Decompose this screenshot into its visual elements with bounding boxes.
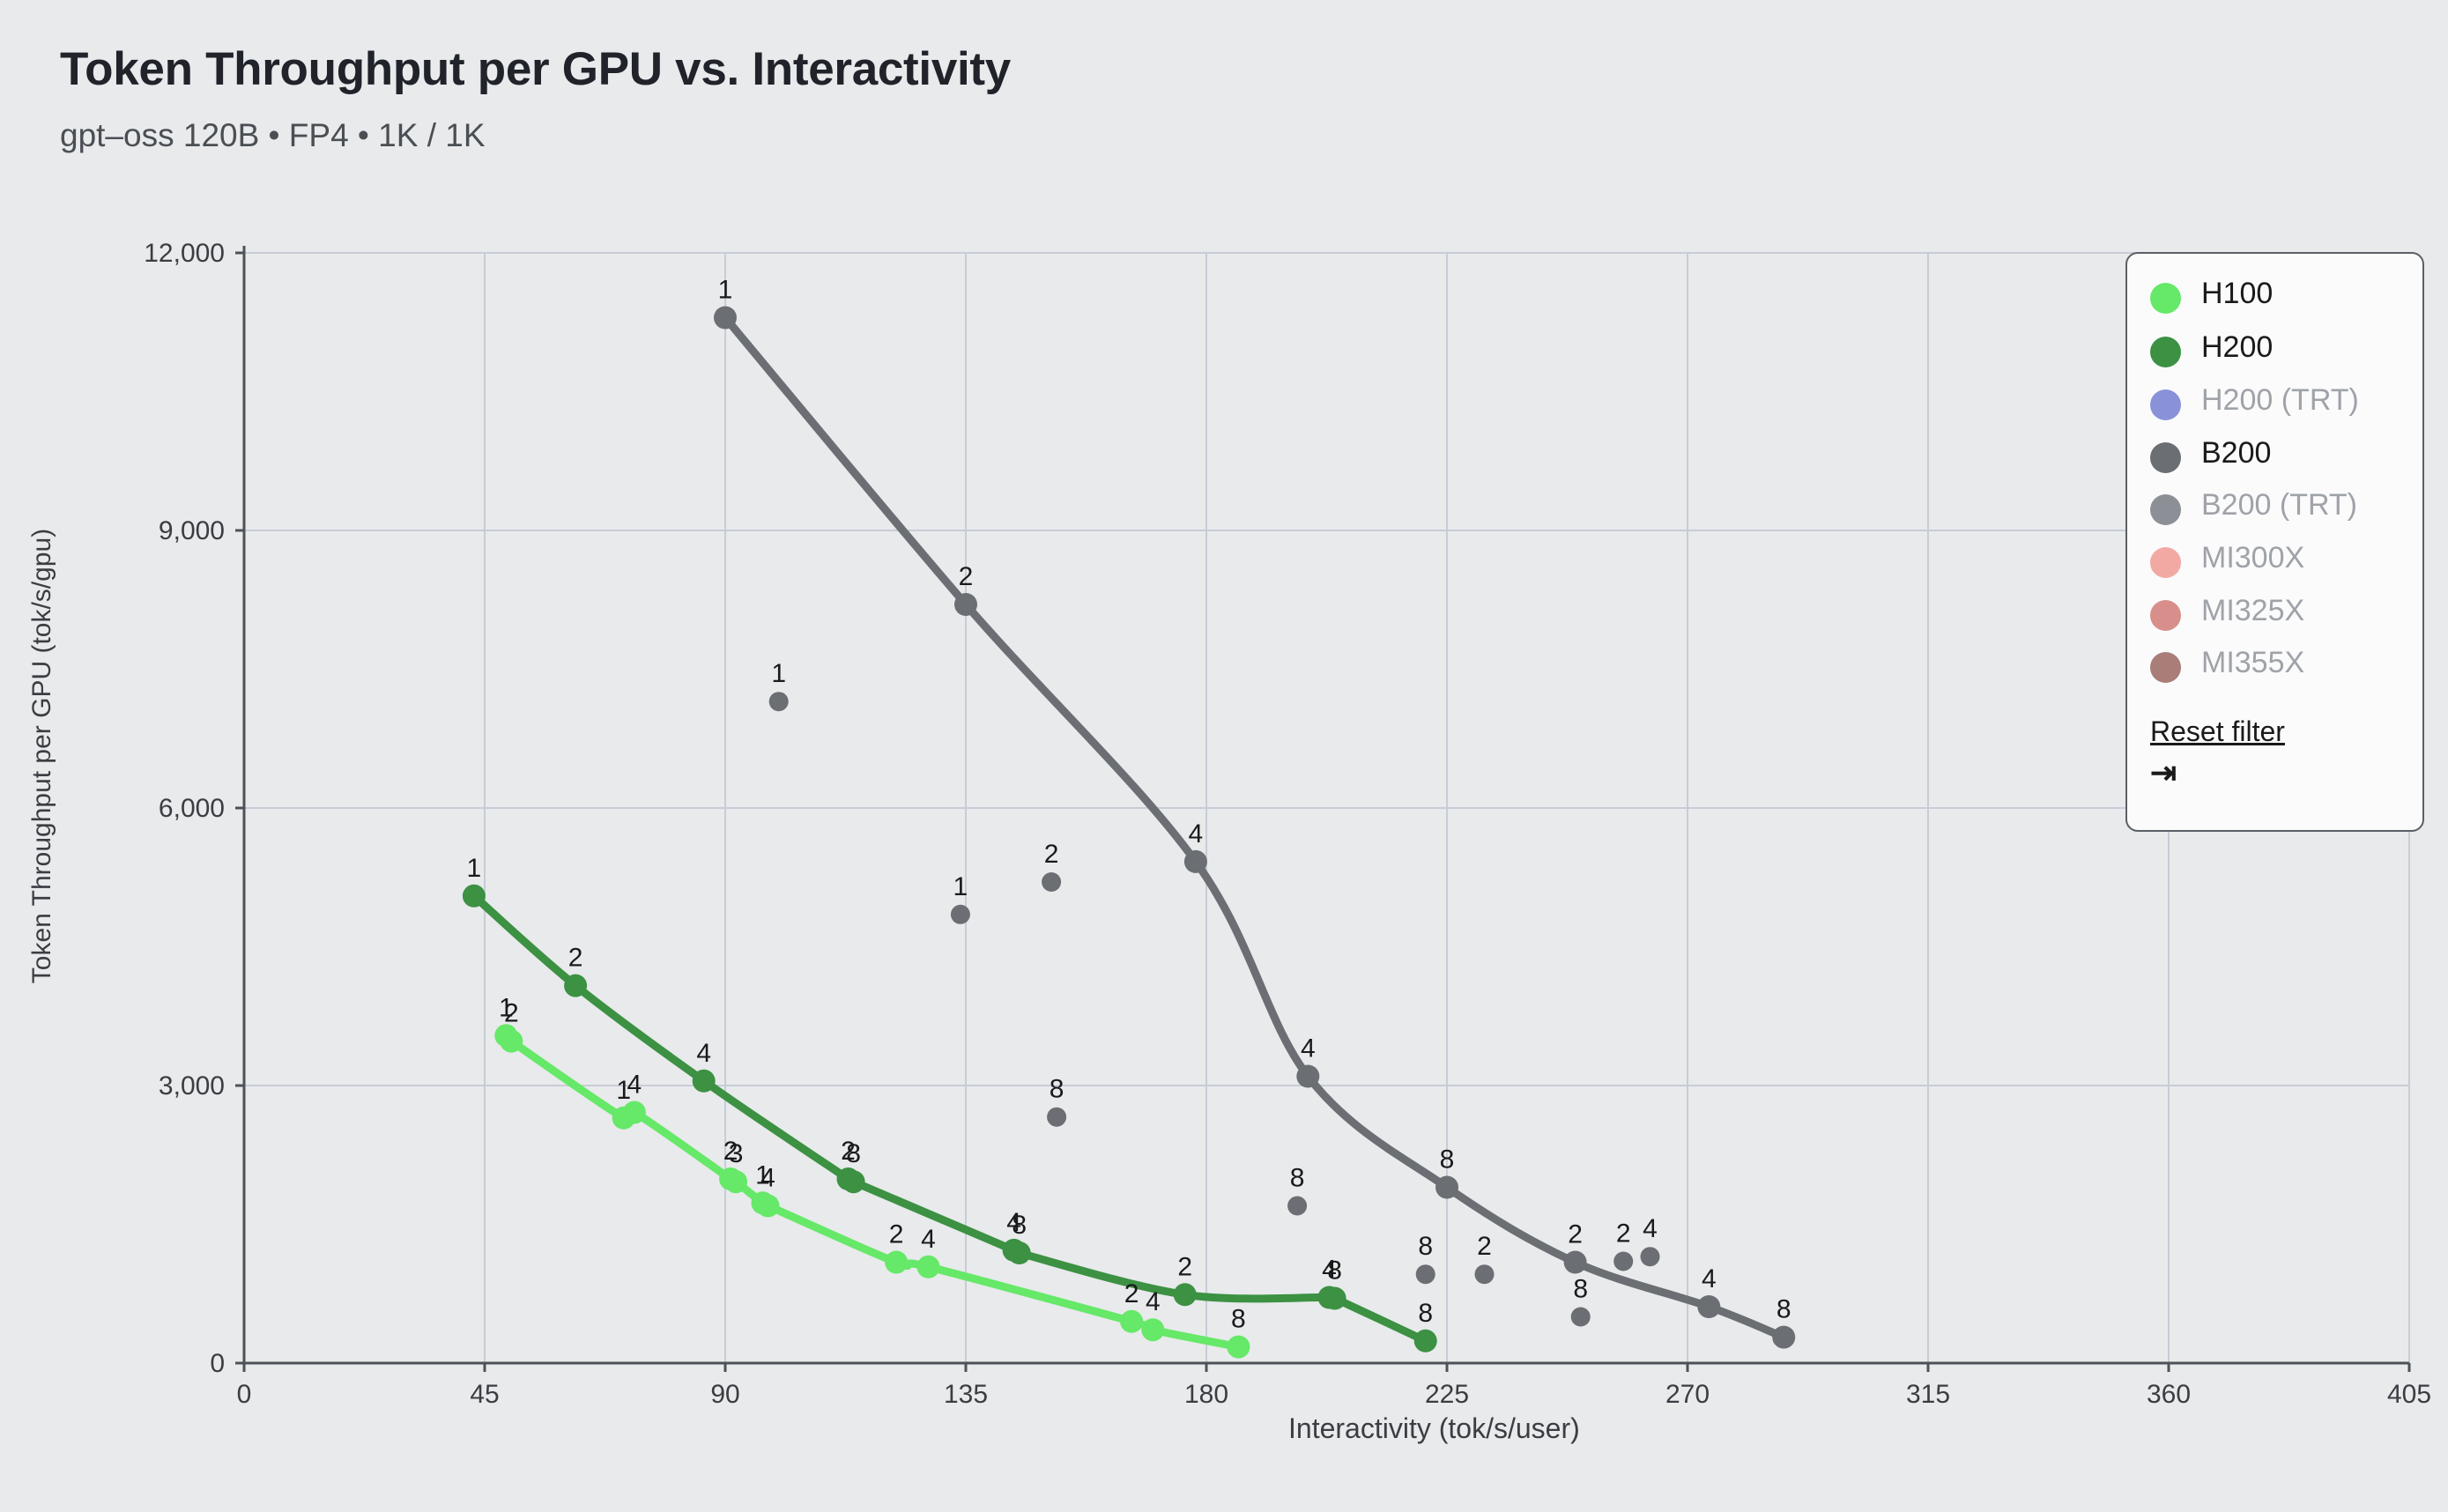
svg-text:315: 315: [1906, 1380, 1950, 1409]
svg-text:4: 4: [921, 1225, 936, 1254]
svg-text:1: 1: [953, 872, 968, 901]
svg-text:8: 8: [1440, 1145, 1455, 1175]
svg-text:135: 135: [944, 1380, 988, 1409]
svg-text:2: 2: [1044, 840, 1059, 869]
svg-text:2: 2: [959, 562, 974, 591]
svg-text:9,000: 9,000: [159, 516, 225, 545]
svg-text:8: 8: [1012, 1211, 1027, 1240]
svg-text:4: 4: [1643, 1214, 1658, 1243]
svg-text:270: 270: [1665, 1380, 1710, 1409]
svg-text:4: 4: [1702, 1264, 1717, 1293]
svg-text:3,000: 3,000: [159, 1071, 225, 1101]
svg-text:12,000: 12,000: [144, 239, 225, 268]
svg-text:8: 8: [1777, 1295, 1791, 1324]
svg-text:360: 360: [2147, 1380, 2191, 1409]
svg-text:2: 2: [1177, 1252, 1192, 1281]
svg-text:8: 8: [1231, 1305, 1246, 1334]
svg-text:2: 2: [1124, 1279, 1139, 1308]
svg-text:2: 2: [568, 944, 583, 973]
svg-text:45: 45: [470, 1380, 499, 1409]
svg-text:8: 8: [1418, 1232, 1433, 1261]
svg-text:8: 8: [1327, 1256, 1342, 1286]
svg-text:8: 8: [1573, 1275, 1588, 1304]
svg-text:90: 90: [710, 1380, 739, 1409]
svg-text:2: 2: [1477, 1232, 1492, 1261]
svg-text:2: 2: [504, 999, 519, 1028]
svg-text:1: 1: [771, 659, 786, 688]
svg-text:2: 2: [889, 1220, 904, 1249]
svg-text:4: 4: [627, 1071, 642, 1100]
svg-text:225: 225: [1425, 1380, 1469, 1409]
svg-text:2: 2: [1616, 1219, 1631, 1249]
svg-text:8: 8: [1050, 1075, 1065, 1104]
svg-text:1: 1: [718, 276, 733, 305]
svg-text:0: 0: [210, 1349, 225, 1378]
svg-text:3: 3: [729, 1139, 744, 1168]
svg-text:8: 8: [1418, 1299, 1433, 1328]
svg-text:4: 4: [1189, 819, 1204, 849]
svg-text:4: 4: [1146, 1287, 1161, 1316]
svg-text:0: 0: [237, 1380, 252, 1409]
svg-text:180: 180: [1184, 1380, 1228, 1409]
svg-text:8: 8: [1290, 1164, 1305, 1193]
svg-text:2: 2: [1568, 1220, 1583, 1249]
svg-text:4: 4: [1301, 1034, 1316, 1064]
svg-text:405: 405: [2387, 1380, 2431, 1409]
svg-text:8: 8: [846, 1139, 861, 1168]
svg-text:4: 4: [760, 1164, 775, 1193]
svg-text:6,000: 6,000: [159, 794, 225, 823]
svg-text:4: 4: [696, 1039, 711, 1068]
svg-text:1: 1: [467, 854, 482, 883]
